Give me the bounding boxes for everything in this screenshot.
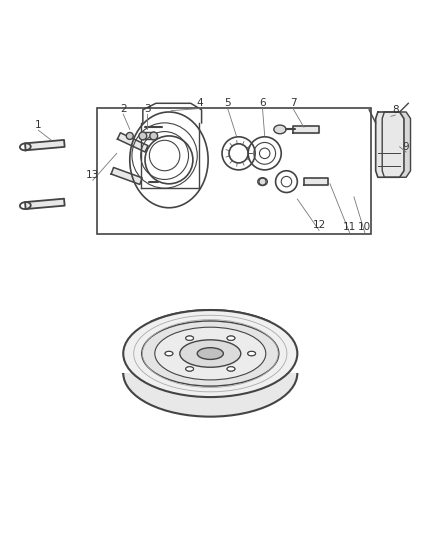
Ellipse shape [123, 310, 297, 397]
Ellipse shape [227, 367, 235, 371]
Ellipse shape [186, 367, 194, 371]
Bar [119, 321, 302, 373]
Ellipse shape [227, 336, 235, 341]
Text: 1: 1 [35, 120, 42, 130]
Text: 4: 4 [196, 98, 203, 108]
Circle shape [139, 132, 147, 140]
Ellipse shape [155, 327, 266, 380]
Text: 5: 5 [224, 98, 231, 108]
Ellipse shape [186, 336, 194, 341]
Text: 2: 2 [120, 104, 127, 114]
Ellipse shape [180, 340, 241, 367]
Bar [97, 108, 371, 234]
Text: 13: 13 [86, 170, 99, 180]
Circle shape [150, 132, 158, 140]
Text: 12: 12 [312, 220, 326, 230]
Ellipse shape [142, 321, 279, 386]
Text: 3: 3 [144, 104, 151, 114]
Ellipse shape [197, 348, 223, 359]
Polygon shape [304, 178, 328, 185]
Ellipse shape [123, 329, 297, 417]
Polygon shape [25, 199, 65, 209]
Ellipse shape [227, 367, 235, 371]
Ellipse shape [165, 351, 173, 356]
Ellipse shape [258, 177, 267, 185]
Ellipse shape [152, 326, 269, 382]
Polygon shape [376, 112, 404, 177]
Polygon shape [25, 140, 65, 150]
Text: 6: 6 [259, 98, 266, 108]
Polygon shape [111, 167, 142, 184]
Ellipse shape [274, 125, 286, 134]
Ellipse shape [227, 336, 235, 341]
Text: 8: 8 [392, 105, 399, 115]
Ellipse shape [186, 367, 194, 371]
Ellipse shape [180, 340, 241, 367]
Text: 9: 9 [403, 142, 410, 152]
Ellipse shape [142, 321, 279, 386]
Polygon shape [382, 112, 410, 177]
Polygon shape [143, 133, 154, 140]
Ellipse shape [123, 310, 297, 397]
Circle shape [126, 133, 133, 140]
Polygon shape [117, 133, 148, 152]
Polygon shape [293, 126, 319, 133]
Text: 11: 11 [343, 222, 356, 232]
Text: 7: 7 [290, 98, 296, 108]
Ellipse shape [248, 351, 255, 356]
Ellipse shape [248, 351, 255, 356]
Ellipse shape [197, 348, 223, 359]
Ellipse shape [165, 351, 173, 356]
Text: 10: 10 [358, 222, 371, 232]
Ellipse shape [186, 336, 194, 341]
